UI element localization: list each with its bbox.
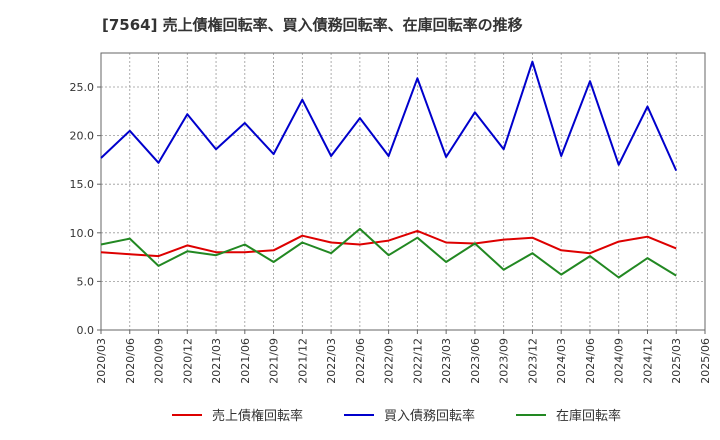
x-tick-label: 2024/03 (555, 338, 568, 384)
x-tick-label: 2021/12 (296, 338, 309, 384)
legend-label: 買入債務回転率 (384, 408, 475, 424)
x-tick-label: 2023/09 (498, 338, 511, 384)
y-tick-label: 0.0 (77, 324, 95, 337)
x-tick-label: 2021/09 (268, 338, 281, 384)
x-axis: 2020/03 2020/06 2020/09 2020/12 2021/03 2021/… (95, 330, 712, 384)
chart-title: [7564] 売上債権回転率、買入債務回転率、在庫回転率の推移 (102, 16, 523, 34)
x-tick-label: 2022/09 (383, 338, 396, 384)
series-line-2 (100, 227, 677, 279)
legend-label: 在庫回転率 (556, 408, 621, 424)
x-tick-label: 2020/09 (153, 338, 166, 384)
series-line-1 (100, 60, 678, 172)
x-tick-label: 2024/09 (613, 338, 626, 384)
x-tick-label: 2025/06 (699, 338, 712, 384)
x-tick-label: 2021/06 (239, 338, 252, 384)
y-tick-label: 20.0 (70, 130, 95, 143)
x-tick-label: 2020/06 (124, 338, 137, 384)
legend-label: 売上債権回転率 (212, 408, 303, 424)
x-tick-label: 2024/06 (584, 338, 597, 384)
plot-frame (100, 52, 706, 331)
y-tick-label: 25.0 (70, 81, 95, 94)
x-tick-label: 2022/12 (411, 338, 424, 384)
y-axis: 0.0 5.0 10.0 15.0 20.0 25.0 (70, 81, 101, 337)
y-tick-label: 5.0 (77, 275, 95, 288)
legend: 売上債権回転率 買入債務回転率 在庫回転率 (172, 408, 621, 424)
x-tick-label: 2022/06 (354, 338, 367, 384)
x-tick-label: 2020/12 (181, 338, 194, 384)
x-tick-label: 2024/12 (641, 338, 654, 384)
series-lines (100, 60, 678, 279)
x-tick-label: 2021/03 (210, 338, 223, 384)
x-tick-label: 2025/03 (670, 338, 683, 384)
x-tick-label: 2023/12 (526, 338, 539, 384)
y-tick-label: 10.0 (70, 227, 95, 240)
series-line-0 (100, 229, 677, 258)
x-tick-label: 2022/03 (325, 338, 338, 384)
x-tick-label: 2020/03 (95, 338, 108, 384)
plot-area (101, 53, 705, 330)
x-tick-label: 2023/03 (440, 338, 453, 384)
grid-lines (101, 53, 705, 330)
y-tick-label: 15.0 (70, 178, 95, 191)
x-tick-label: 2023/06 (469, 338, 482, 384)
